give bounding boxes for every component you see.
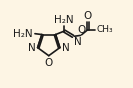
Text: N: N: [28, 43, 36, 53]
Text: H₂N: H₂N: [55, 15, 74, 25]
Text: N: N: [74, 37, 81, 47]
Text: N: N: [62, 43, 70, 53]
Text: O: O: [77, 25, 85, 35]
Text: CH₃: CH₃: [96, 25, 113, 34]
Text: O: O: [45, 58, 53, 68]
Text: H₂N: H₂N: [13, 29, 32, 39]
Text: O: O: [84, 11, 92, 21]
